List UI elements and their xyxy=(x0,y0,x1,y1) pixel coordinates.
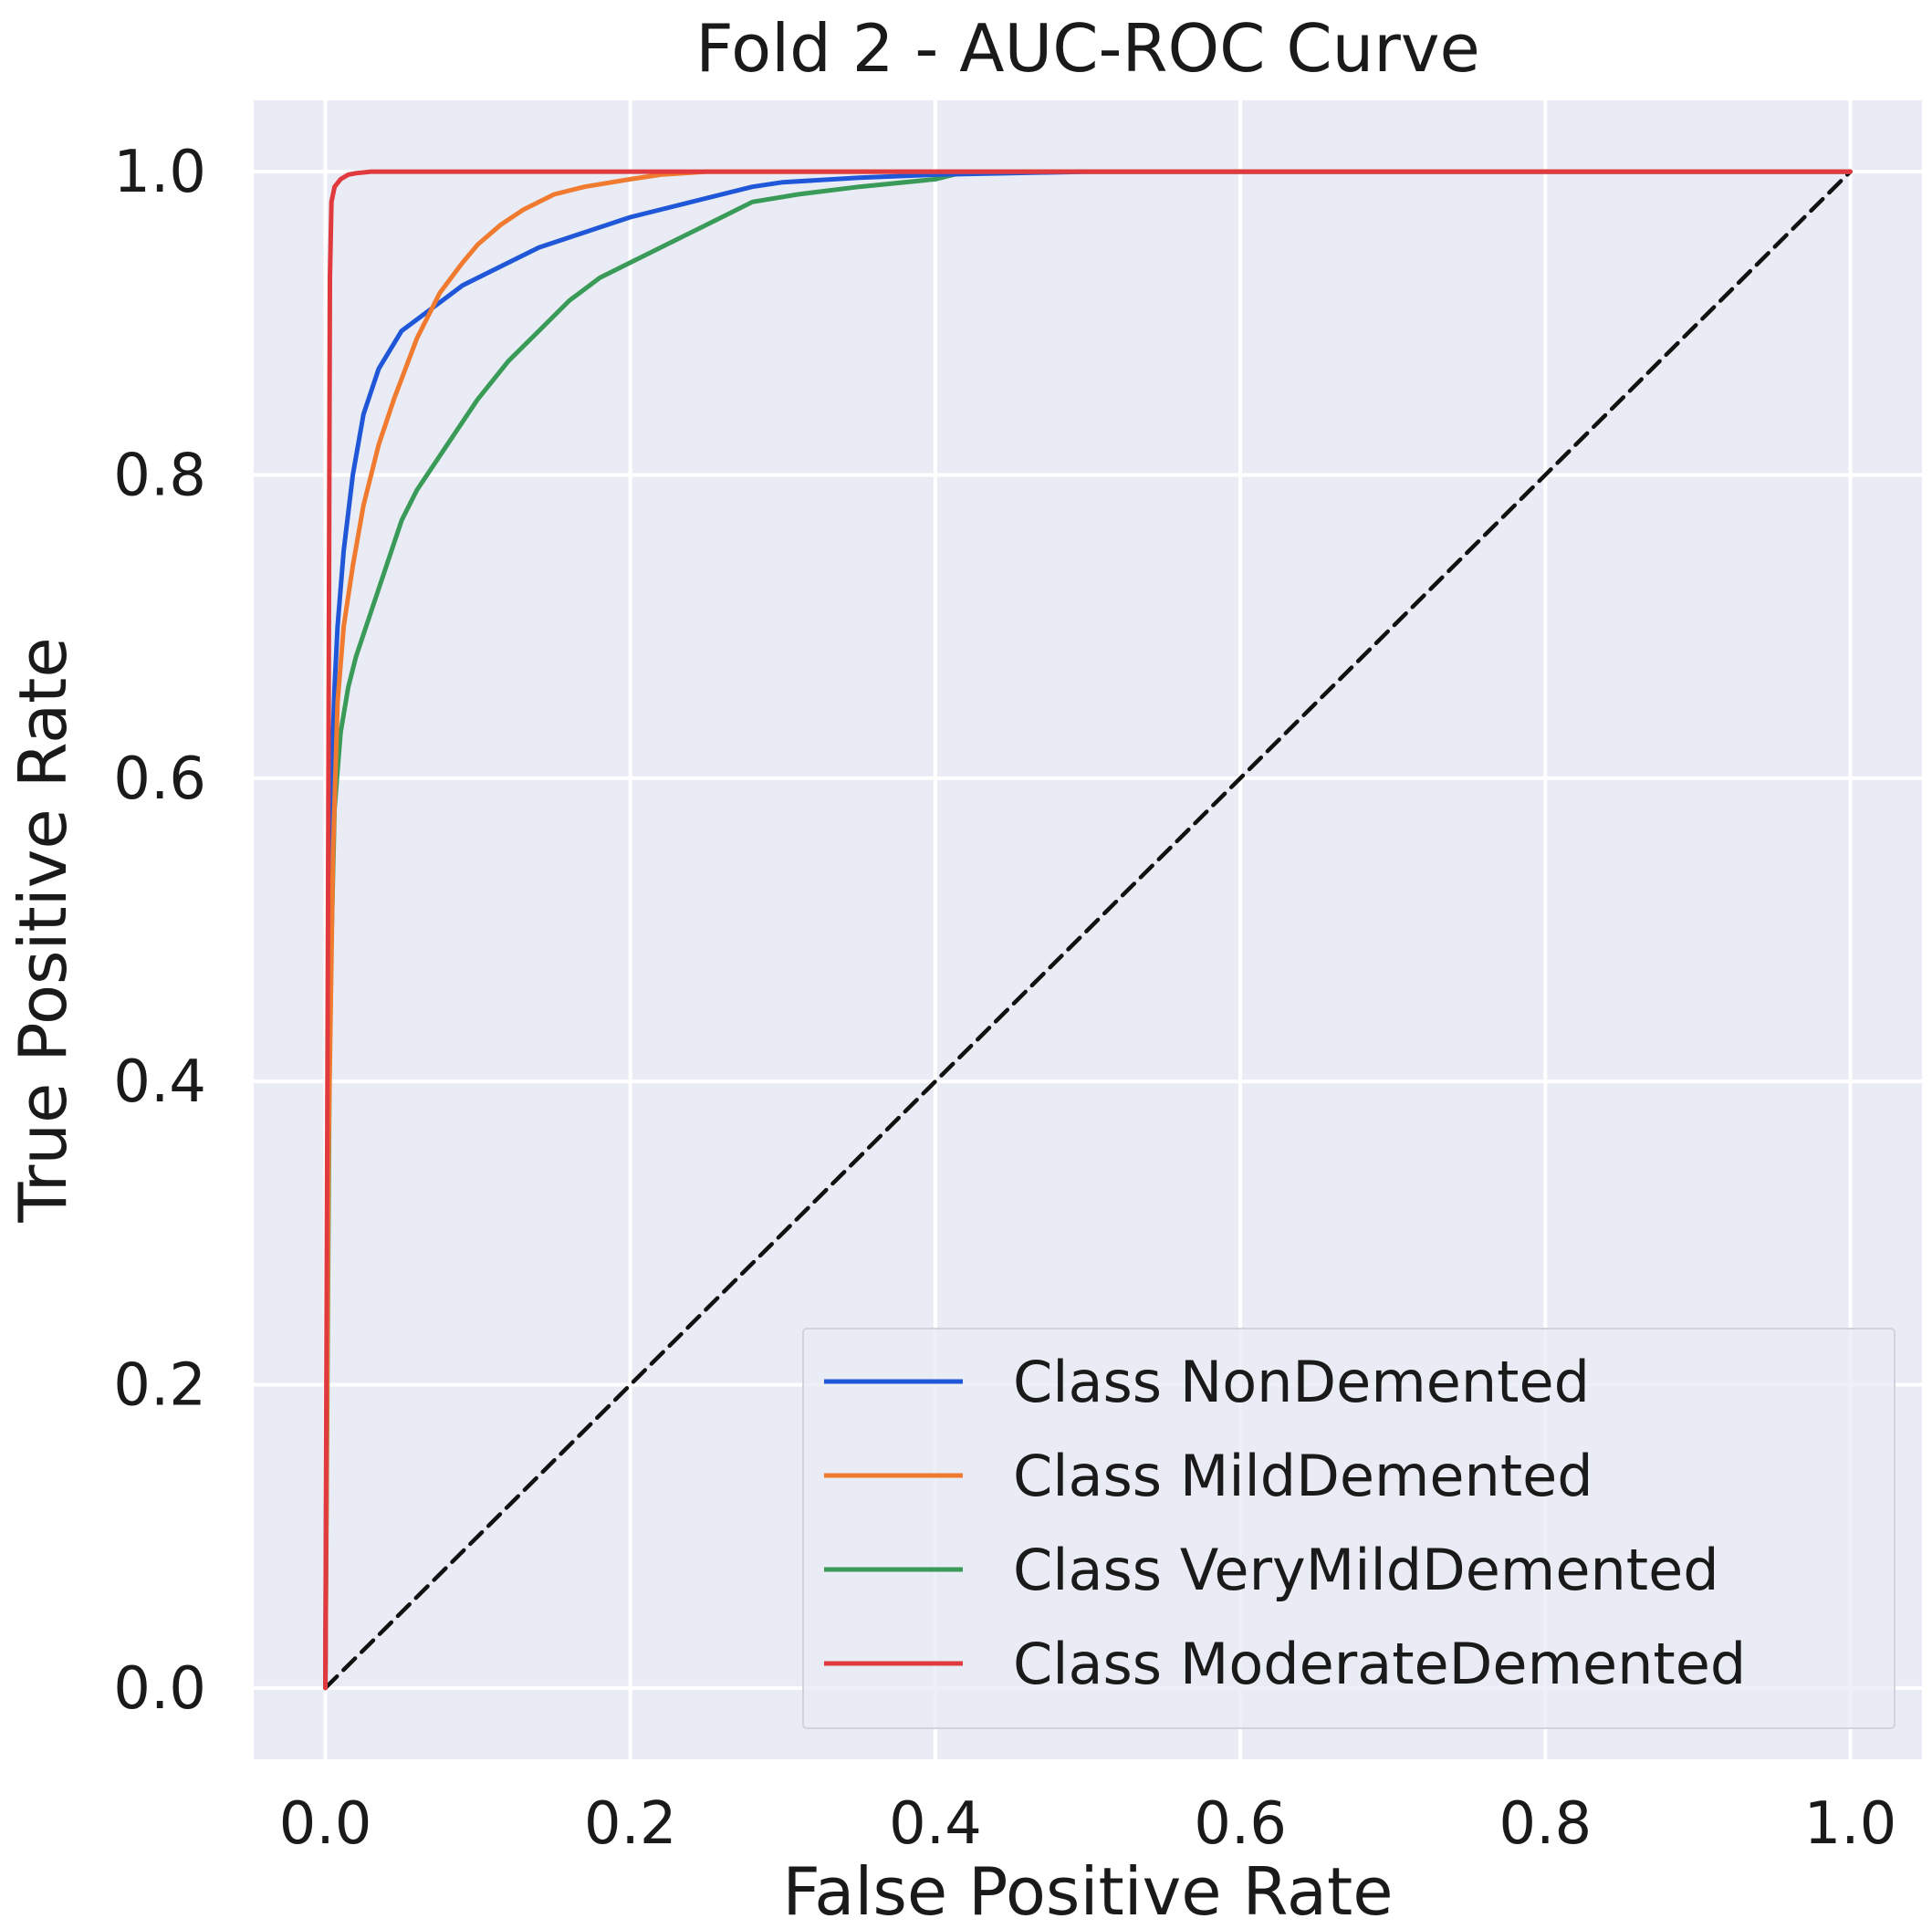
legend: Class NonDemented Class MildDemented Class… xyxy=(802,1328,1895,1729)
x-tick-label: 1.0 xyxy=(1804,1790,1897,1858)
series-lines xyxy=(323,169,1853,1691)
grid-lines xyxy=(254,100,1922,1759)
legend-label: Class MildDemented xyxy=(1013,1443,1593,1509)
series-line-class-nondemented xyxy=(323,169,1853,1691)
y-tick-label: 0.8 xyxy=(113,442,206,509)
series-line-class-verymilddemented xyxy=(323,169,1853,1691)
x-tick-label: 0.0 xyxy=(279,1790,372,1858)
x-tick-label: 0.6 xyxy=(1194,1790,1287,1858)
legend-label: Class NonDemented xyxy=(1013,1349,1590,1415)
series-line-class-moderatedemented xyxy=(323,169,1853,1691)
y-tick-label: 0.4 xyxy=(113,1048,206,1116)
legend-label: Class VeryMildDemented xyxy=(1013,1537,1719,1603)
x-tick-label: 0.2 xyxy=(584,1790,677,1858)
y-tick-label: 0.0 xyxy=(113,1655,206,1723)
x-tick-label: 0.8 xyxy=(1499,1790,1592,1858)
tick-labels: 0.0 0.2 0.4 0.6 0.8 1.0 0.0 0.2 0.4 0.6 0.8 1.0 xyxy=(113,139,1896,1858)
series-line-chance xyxy=(323,169,1853,1691)
x-tick-label: 0.4 xyxy=(889,1790,982,1858)
y-tick-label: 1.0 xyxy=(113,139,206,206)
chart-title: Fold 2 - AUC-ROC Curve xyxy=(695,10,1480,87)
series-line-class-milddemented xyxy=(323,169,1853,1691)
x-axis-title: False Positive Rate xyxy=(782,1853,1393,1929)
legend-frame xyxy=(802,1328,1895,1729)
legend-label: Class ModerateDemented xyxy=(1013,1631,1746,1697)
y-axis-title: True Positive Rate xyxy=(5,637,81,1223)
y-tick-label: 0.6 xyxy=(113,746,206,813)
y-tick-label: 0.2 xyxy=(113,1352,206,1420)
